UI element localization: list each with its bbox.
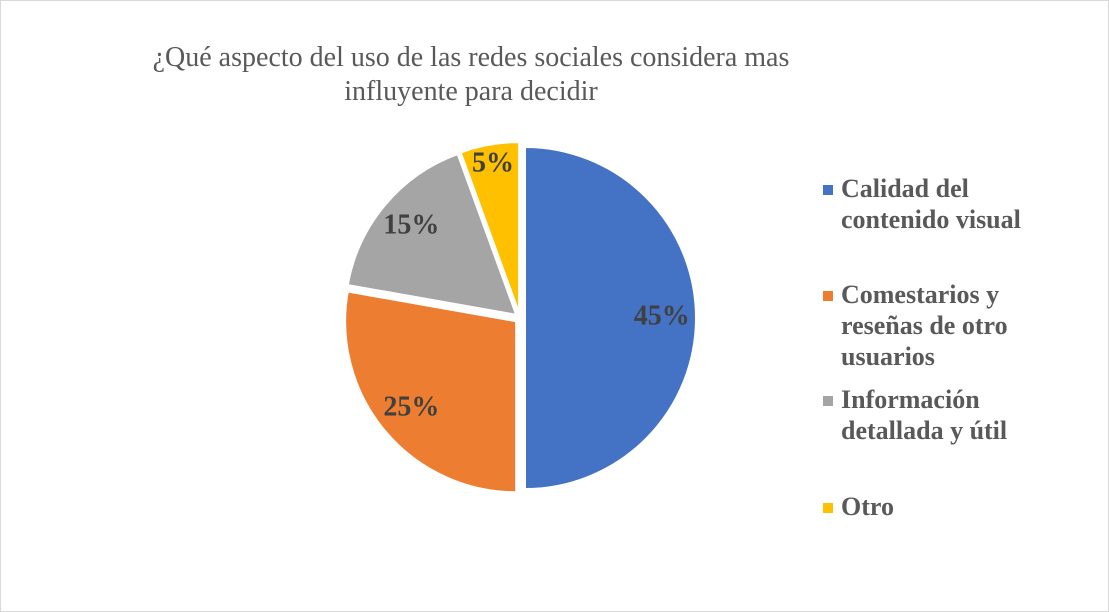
legend-item: Otro: [823, 491, 1063, 522]
chart-title: ¿Qué aspecto del uso de las redes social…: [152, 42, 790, 107]
legend-label: Otro: [841, 492, 894, 521]
legend-label: Comestarios y reseñas de otro usuarios: [841, 280, 1008, 371]
legend-swatch: [823, 291, 833, 301]
legend-label: Información detallada y útil: [841, 385, 1008, 445]
data-label: 15%: [383, 209, 439, 240]
legend-item: Calidad del contenido visual: [823, 173, 1063, 235]
data-label: 5%: [472, 147, 514, 178]
data-label: 45%: [634, 300, 690, 331]
pie-slice: [459, 141, 521, 314]
pie-slice: [344, 290, 518, 494]
legend-item: Comestarios y reseñas de otro usuarios: [823, 279, 1063, 372]
pie-slice: [346, 152, 518, 317]
legend-item: Información detallada y útil: [823, 384, 1063, 446]
pie-slice: [524, 145, 697, 491]
legend-label: Calidad del contenido visual: [841, 174, 1021, 234]
legend-swatch: [823, 185, 833, 195]
legend-swatch: [823, 503, 833, 513]
data-label: 25%: [383, 392, 439, 423]
legend-swatch: [823, 396, 833, 406]
